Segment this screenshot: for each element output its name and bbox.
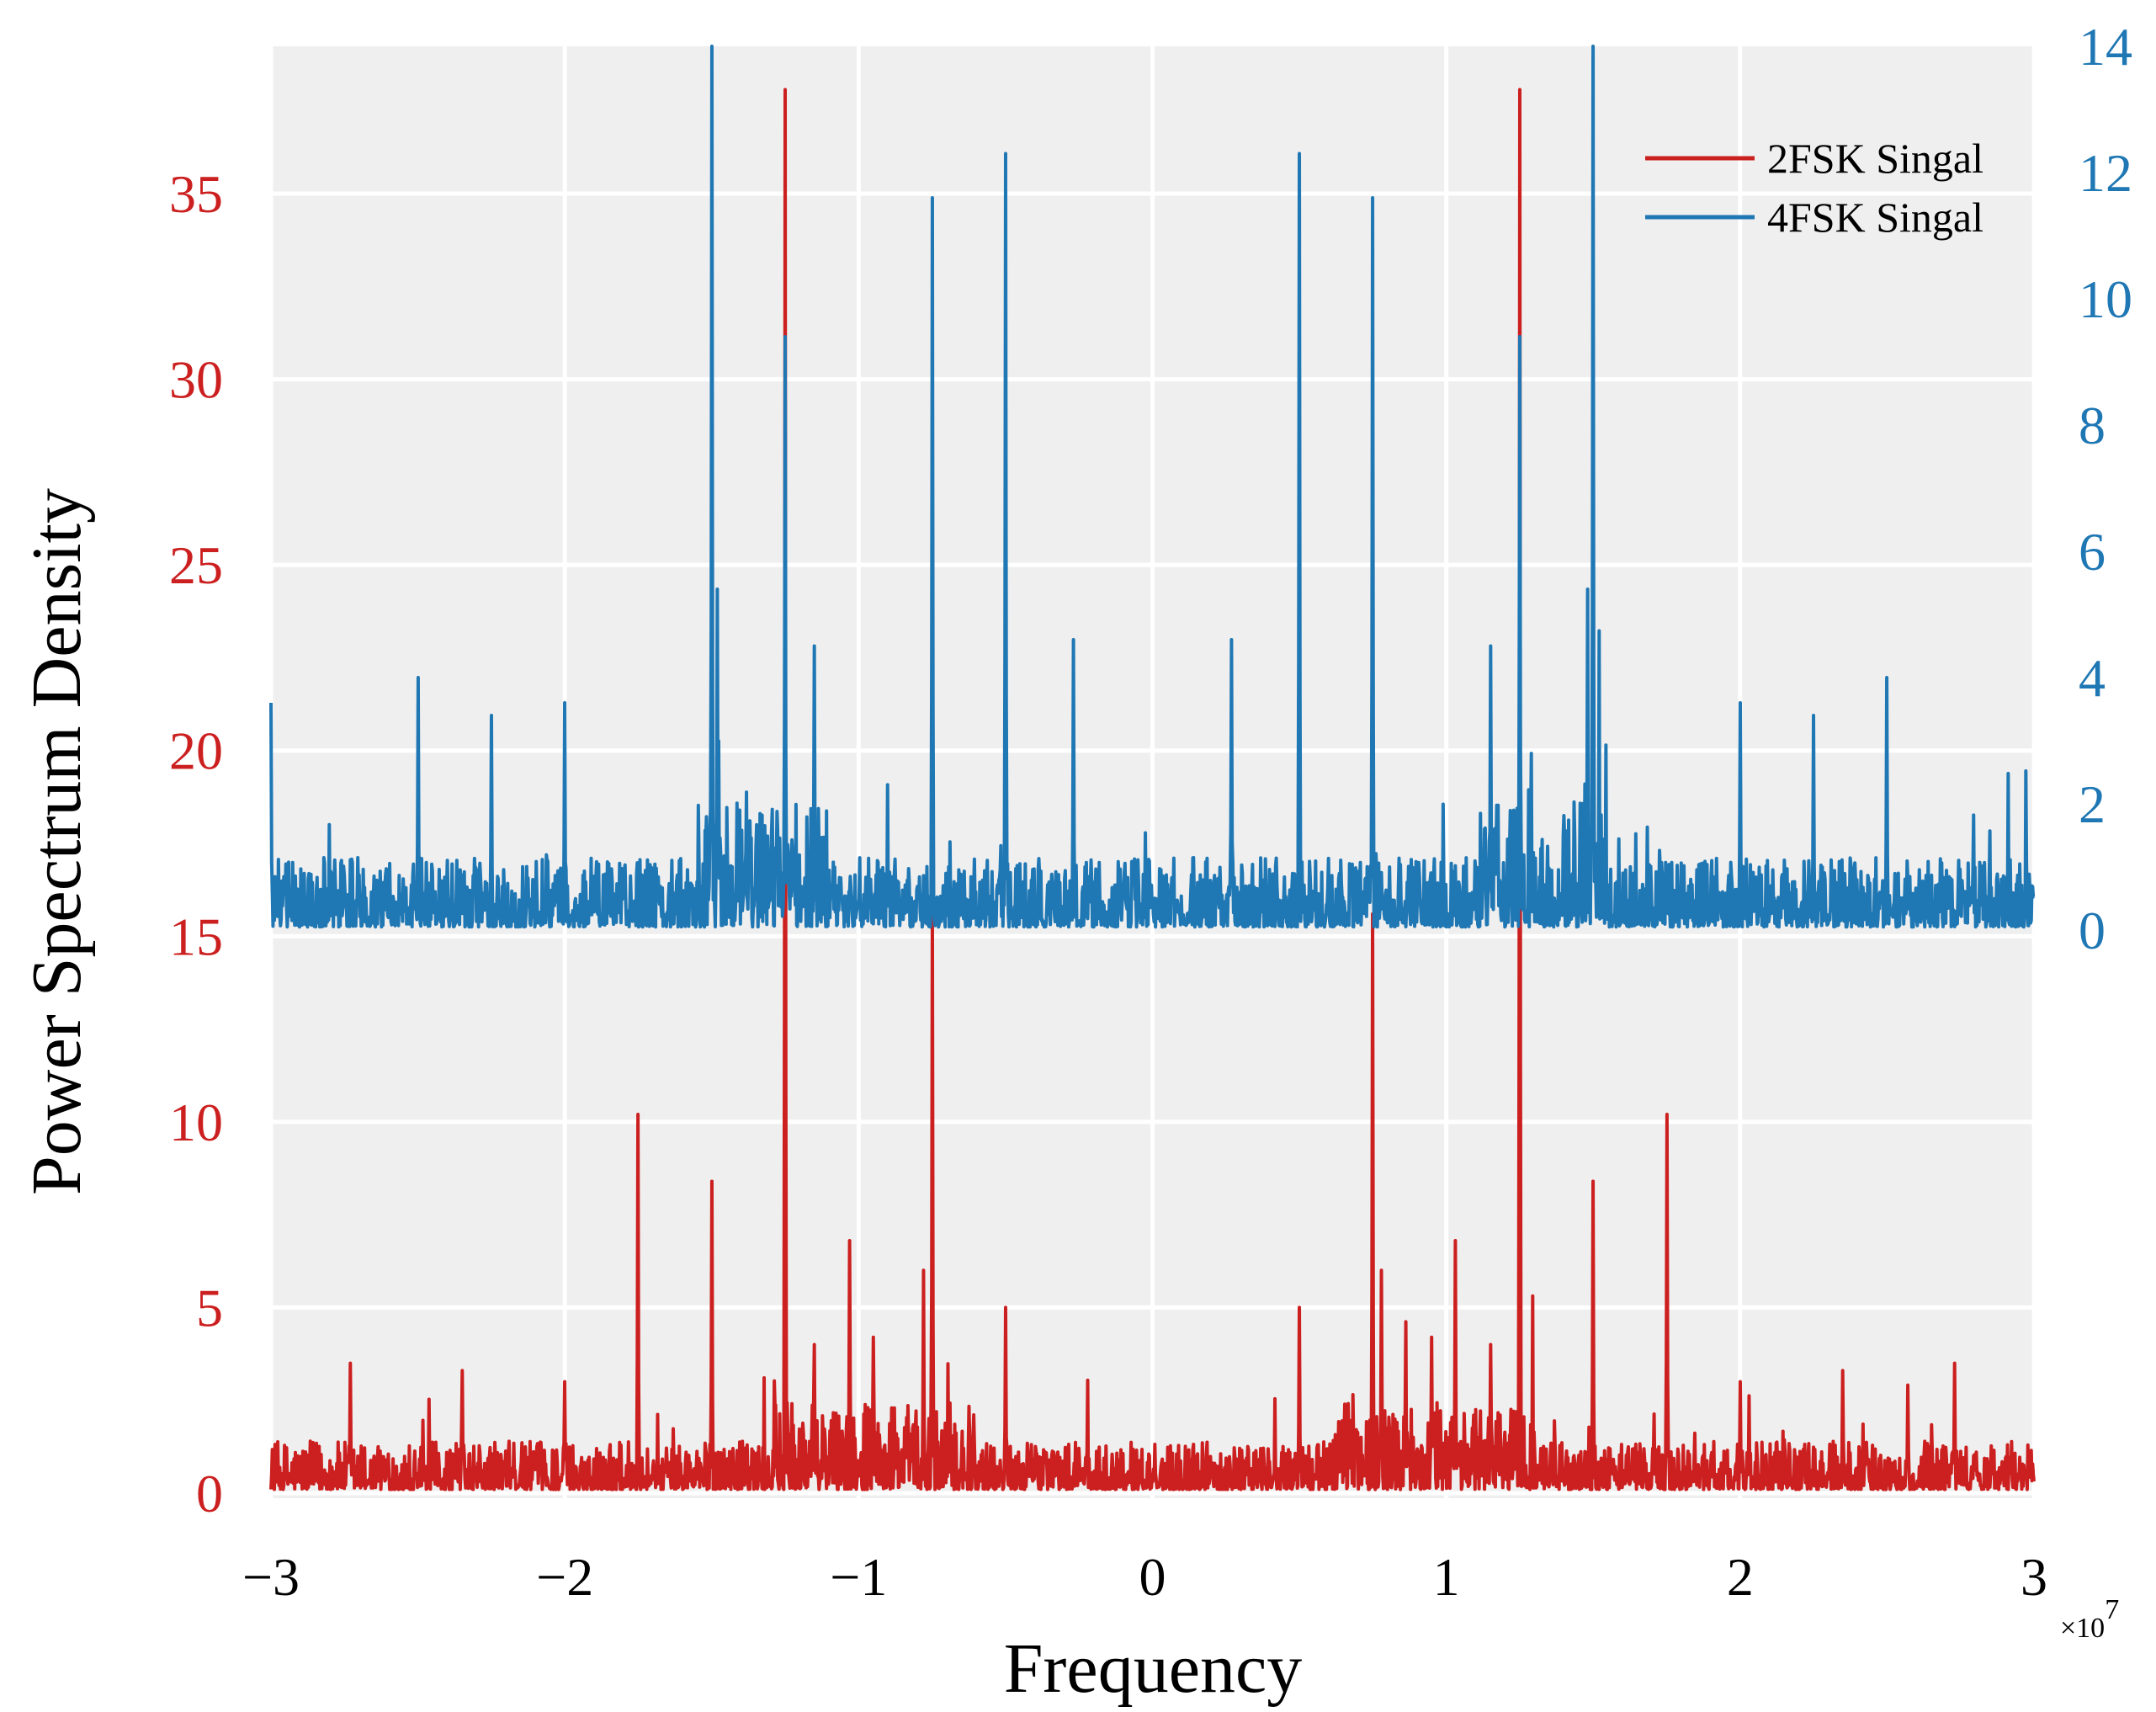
grid <box>268 46 2037 1498</box>
y-right-tick-label: 12 <box>2079 143 2132 203</box>
y-right-tick-label: 8 <box>2079 396 2106 455</box>
y-right-tick-label: 6 <box>2079 522 2106 582</box>
y-left-tick-label: 15 <box>169 907 223 966</box>
series-layer <box>269 45 2036 1491</box>
x-tick-label: 0 <box>1139 1547 1166 1607</box>
x-axis-label: Frequency <box>1004 1630 1303 1708</box>
y-right-tick-label: 10 <box>2079 269 2132 329</box>
y-axis-label: Power Spectrum Density <box>18 488 96 1195</box>
y-left-tick-label: 5 <box>196 1278 223 1337</box>
left-y-axis: 0 5 10 15 20 25 30 35 <box>169 164 223 1523</box>
x-tick-label: 3 <box>2021 1547 2047 1607</box>
y-left-tick-label: 25 <box>169 535 223 595</box>
x-tick-label: −2 <box>536 1547 593 1607</box>
y-right-tick-label: 4 <box>2079 648 2106 708</box>
y-left-tick-label: 20 <box>169 721 223 781</box>
legend-label-2fsk: 2FSK Singal <box>1767 135 1983 182</box>
y-left-tick-label: 10 <box>169 1093 223 1152</box>
series-line-2fsk <box>269 88 2036 1491</box>
y-left-tick-label: 0 <box>196 1464 223 1523</box>
x-axis-multiplier: ×107 <box>2060 1594 2119 1644</box>
series-line-4fsk <box>269 45 2036 929</box>
y-left-tick-label: 35 <box>169 164 223 224</box>
legend: 2FSK Singal 4FSK Singal <box>1645 135 1983 241</box>
legend-label-4fsk: 4FSK Singal <box>1767 194 1983 241</box>
y-right-tick-label: 14 <box>2079 17 2132 77</box>
x-tick-label: −3 <box>242 1547 300 1607</box>
x-axis: −3 −2 −1 0 1 2 3 <box>242 1547 2047 1607</box>
y-right-tick-label: 2 <box>2079 774 2106 834</box>
x-tick-label: 1 <box>1433 1547 1460 1607</box>
y-left-tick-label: 30 <box>169 350 223 410</box>
x-tick-label: −1 <box>830 1547 887 1607</box>
right-y-axis: 0 2 4 6 8 10 12 14 <box>2079 17 2132 960</box>
y-right-tick-label: 0 <box>2079 901 2106 960</box>
x-axis-multiplier-base: ×10 <box>2060 1613 2105 1644</box>
x-axis-multiplier-exponent: 7 <box>2105 1594 2119 1625</box>
x-tick-label: 2 <box>1727 1547 1754 1607</box>
